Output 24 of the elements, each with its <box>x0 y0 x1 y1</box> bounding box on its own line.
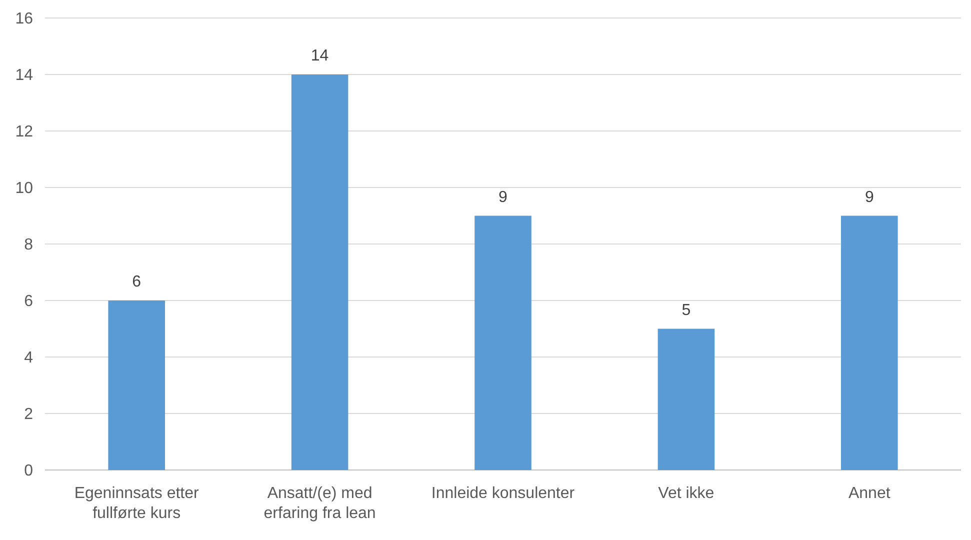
data-label: 6 <box>132 274 142 290</box>
data-label: 14 <box>310 48 329 64</box>
y-tick-label: 6 <box>24 293 34 310</box>
x-tick-label: Ansatt/(e) med erfaring fra lean <box>264 485 376 522</box>
x-tick-label: Innleide konsulenter <box>431 485 576 502</box>
data-label: 9 <box>864 188 874 206</box>
bar <box>291 74 348 470</box>
y-tick-label: 0 <box>24 462 34 480</box>
y-tick-label: 10 <box>15 180 34 198</box>
bar <box>108 300 165 470</box>
bar <box>841 216 898 470</box>
y-tick-label: 16 <box>15 10 34 28</box>
x-tick-label: Annet <box>848 485 891 502</box>
x-tick-label: Vet ikke <box>658 485 714 502</box>
x-tick-label: Egeninnsats etter fullførte kurs <box>74 485 200 522</box>
bar <box>474 216 532 470</box>
y-tick-label: 2 <box>24 406 34 424</box>
data-label: 9 <box>498 188 508 206</box>
y-tick-label: 14 <box>15 67 34 84</box>
y-tick-label: 8 <box>24 236 34 254</box>
y-tick-label: 12 <box>15 124 34 141</box>
y-tick-label: 4 <box>24 350 34 367</box>
data-label: 5 <box>682 302 691 319</box>
bar <box>658 328 715 470</box>
